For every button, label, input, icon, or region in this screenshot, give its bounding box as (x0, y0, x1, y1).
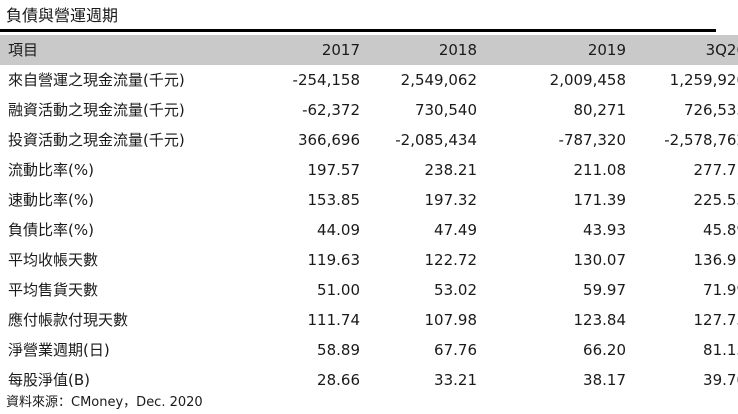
table-cell: 197.57 (307, 161, 361, 179)
table-cell: 39.70 (703, 371, 738, 389)
table-cell: 1,259,920 (669, 71, 738, 89)
table-cell: -2,578,762 (664, 131, 738, 149)
table-cell: 366,696 (297, 131, 360, 149)
header-2019: 2019 (587, 41, 626, 59)
table-cell: 2,549,062 (400, 71, 477, 89)
table-cell: 45.89 (703, 221, 738, 239)
row-label: 負債比率(%) (8, 221, 94, 239)
table-cell: 59.97 (583, 281, 626, 299)
table-row: 融資活動之現金流量(千元) -62,372 730,540 80,271 726,535 (0, 95, 738, 125)
row-label: 平均售貨天數 (8, 281, 99, 299)
row-label: 速動比率(%) (8, 191, 94, 209)
table-cell: 238.21 (424, 161, 478, 179)
table-cell: 123.84 (573, 311, 627, 329)
table-cell: 136.91 (693, 251, 738, 269)
table-title: 負債與營運週期 (6, 6, 119, 25)
table-cell: 44.09 (317, 221, 360, 239)
table-cell: 111.74 (307, 311, 361, 329)
header-label: 項目 (8, 41, 39, 59)
table-body: 來自營運之現金流量(千元) -254,158 2,549,062 2,009,458 1… (0, 65, 738, 395)
table-cell: 225.53 (693, 191, 738, 209)
table-row: 來自營運之現金流量(千元) -254,158 2,549,062 2,009,458 1… (0, 65, 738, 95)
table-row: 平均收帳天數 119.63 122.72 130.07 136.91 (0, 245, 738, 275)
table-cell: 53.02 (434, 281, 477, 299)
table-cell: 130.07 (573, 251, 627, 269)
table-row: 投資活動之現金流量(千元) 366,696 -2,085,434 -787,320 -2… (0, 125, 738, 155)
table-cell: 107.98 (424, 311, 478, 329)
table-row: 負債比率(%) 44.09 47.49 43.93 45.89 (0, 215, 738, 245)
table-cell: 38.17 (583, 371, 626, 389)
header-2017: 2017 (321, 41, 360, 59)
table-cell: 153.85 (307, 191, 361, 209)
row-label: 淨營業週期(日) (8, 341, 110, 359)
table-cell: 66.20 (583, 341, 626, 359)
table-cell: 80,271 (573, 101, 627, 119)
table-cell: 43.93 (583, 221, 626, 239)
table-row: 淨營業週期(日) 58.89 67.76 66.20 81.15 (0, 335, 738, 365)
header-3q20: 3Q20 (705, 41, 738, 59)
table-cell: 58.89 (317, 341, 360, 359)
title-divider (0, 29, 716, 32)
source-note: 資料來源：CMoney，Dec. 2020 (6, 395, 203, 410)
table-cell: -787,320 (558, 131, 626, 149)
table-row: 每股淨值(B) 28.66 33.21 38.17 39.70 (0, 365, 738, 395)
header-2018: 2018 (438, 41, 477, 59)
row-label: 每股淨值(B) (8, 371, 90, 389)
financial-table: 項目 2017 2018 2019 3Q20 來自營運之現金流量(千元) -254… (0, 35, 738, 395)
table-cell: 171.39 (573, 191, 627, 209)
table-cell: 730,540 (414, 101, 477, 119)
row-label: 投資活動之現金流量(千元) (8, 131, 185, 149)
table-cell: 127.75 (693, 311, 738, 329)
table-cell: 119.63 (307, 251, 361, 269)
table-row: 速動比率(%) 153.85 197.32 171.39 225.53 (0, 185, 738, 215)
table-cell: 28.66 (317, 371, 360, 389)
table-cell: 197.32 (424, 191, 478, 209)
table-header-row: 項目 2017 2018 2019 3Q20 (0, 35, 738, 65)
table-cell: 33.21 (434, 371, 477, 389)
table-cell: -62,372 (302, 101, 360, 119)
table-cell: 122.72 (424, 251, 478, 269)
row-label: 來自營運之現金流量(千元) (8, 71, 185, 89)
table-cell: -2,085,434 (395, 131, 477, 149)
row-label: 平均收帳天數 (8, 251, 99, 269)
row-label: 融資活動之現金流量(千元) (8, 101, 185, 119)
table-row: 平均售貨天數 51.00 53.02 59.97 71.99 (0, 275, 738, 305)
table-cell: 726,535 (683, 101, 738, 119)
table-cell: 71.99 (703, 281, 738, 299)
table-cell: 211.08 (573, 161, 627, 179)
table-row: 流動比率(%) 197.57 238.21 211.08 277.71 (0, 155, 738, 185)
table-cell: 2,009,458 (549, 71, 626, 89)
table-cell: 81.15 (703, 341, 738, 359)
table-cell: 277.71 (693, 161, 738, 179)
table-row: 應付帳款付現天數 111.74 107.98 123.84 127.75 (0, 305, 738, 335)
table-cell: 51.00 (317, 281, 360, 299)
table-cell: 47.49 (434, 221, 477, 239)
row-label: 流動比率(%) (8, 161, 94, 179)
row-label: 應付帳款付現天數 (8, 311, 129, 329)
table-cell: 67.76 (434, 341, 477, 359)
table-cell: -254,158 (292, 71, 360, 89)
